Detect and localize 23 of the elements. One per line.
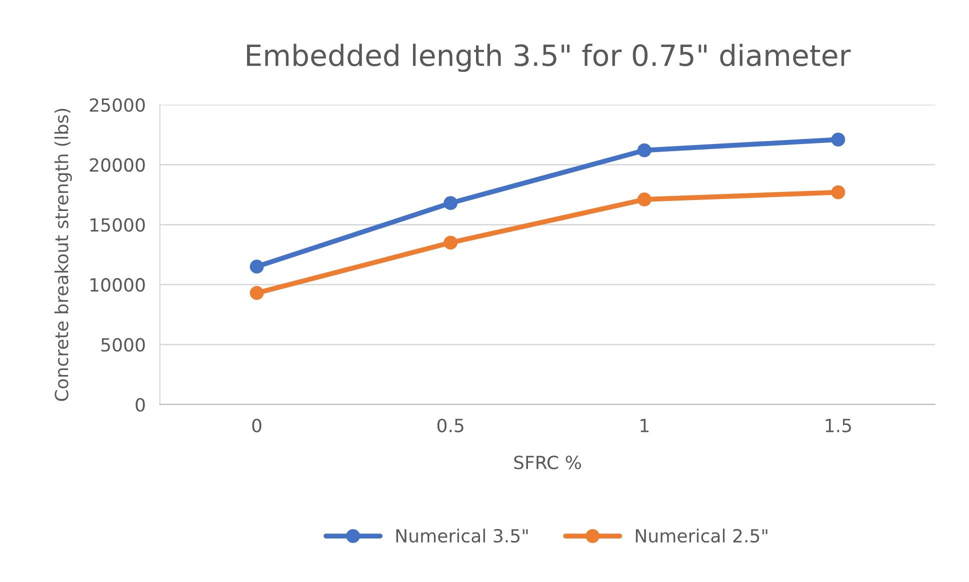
y-tick-label: 0 xyxy=(136,398,145,412)
y-tick-label: 15000 xyxy=(90,218,145,232)
x-tick-label: 0 xyxy=(252,418,262,432)
x-tick-label: 0.5 xyxy=(437,418,464,432)
y-tick-label: 25000 xyxy=(90,98,145,112)
legend-label: Numerical 3.5" xyxy=(396,528,528,543)
y-axis-title: Concrete breakout strength (lbs) xyxy=(54,108,72,401)
y-tick-label: 10000 xyxy=(90,278,145,292)
point xyxy=(637,143,652,158)
point xyxy=(831,132,846,146)
legend-label: Numerical 2.5" xyxy=(636,528,768,543)
x-tick-label: 1 xyxy=(640,418,648,432)
point xyxy=(250,260,264,274)
y-tick-label: 20000 xyxy=(90,158,145,172)
chart-title: Embedded length 3.5" for 0.75" diameter xyxy=(247,44,851,72)
point xyxy=(831,185,846,200)
x-axis-title: SFRC % xyxy=(514,456,581,470)
point xyxy=(250,286,264,300)
point xyxy=(444,196,458,210)
point xyxy=(637,192,652,206)
point xyxy=(444,236,458,250)
x-tick-label: 1.5 xyxy=(826,418,851,432)
y-tick-label: 5000 xyxy=(101,338,145,352)
